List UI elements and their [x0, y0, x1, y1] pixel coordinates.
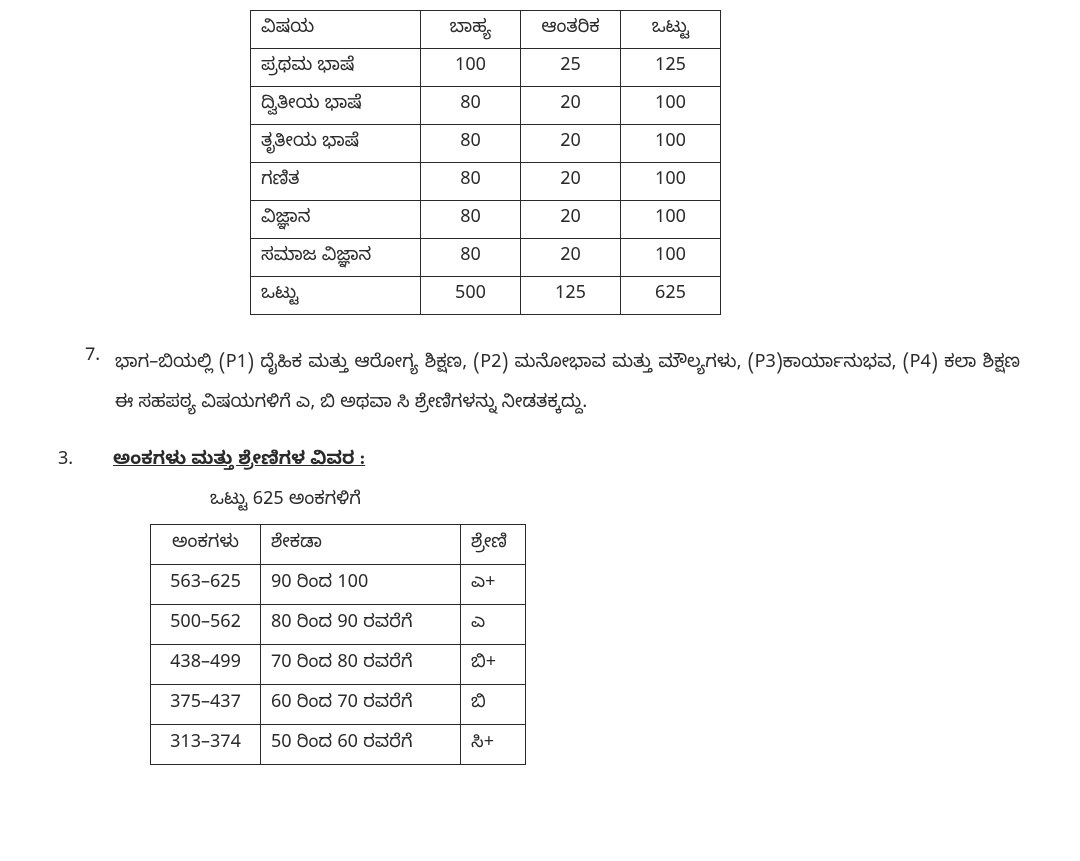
header-marks: ಅಂಕಗಳು — [151, 525, 261, 565]
header-total: ಒಟ್ಟು — [621, 11, 721, 49]
paragraph-text: ಭಾಗ–ಬಿಯಲ್ಲಿ (P1) ದೈಹಿಕ ಮತ್ತು ಆರೋಗ್ಯ ಶಿಕ್… — [115, 345, 1040, 424]
cell-total: 100 — [621, 163, 721, 201]
cell-internal: 20 — [521, 239, 621, 277]
table-row: ಪ್ರಥಮ ಭಾಷೆ10025125 — [251, 49, 721, 87]
cell-total: 100 — [621, 87, 721, 125]
grade-heading: ಒಟ್ಟು 625 ಅಂಕಗಳಿಗೆ — [210, 489, 1040, 514]
table-header-row: ವಿಷಯ ಬಾಹ್ಯ ಆಂತರಿಕ ಒಟ್ಟು — [251, 11, 721, 49]
table-row: ವಿಜ್ಞಾನ8020100 — [251, 201, 721, 239]
cell-external: 500 — [421, 277, 521, 315]
cell-grade: ಸಿ+ — [461, 725, 526, 765]
cell-marks: 563–625 — [151, 565, 261, 605]
cell-grade: ಎ — [461, 605, 526, 645]
cell-percentage: 80 ರಿಂದ 90 ರವರೆಗೆ — [261, 605, 461, 645]
cell-internal: 20 — [521, 201, 621, 239]
cell-internal: 20 — [521, 163, 621, 201]
table-row: 375–43760 ರಿಂದ 70 ರವರೆಗೆಬಿ — [151, 685, 526, 725]
table-row: 438–49970 ರಿಂದ 80 ರವರೆಗೆಬಿ+ — [151, 645, 526, 685]
table-row: ದ್ವಿತೀಯ ಭಾಷೆ8020100 — [251, 87, 721, 125]
grade-table-body: 563–62590 ರಿಂದ 100ಎ+500–56280 ರಿಂದ 90 ರವ… — [151, 565, 526, 765]
cell-percentage: 60 ರಿಂದ 70 ರವರೆಗೆ — [261, 685, 461, 725]
cell-grade: ಎ+ — [461, 565, 526, 605]
cell-marks: 438–499 — [151, 645, 261, 685]
cell-percentage: 50 ರಿಂದ 60 ರವರೆಗೆ — [261, 725, 461, 765]
table-row: ತೃತೀಯ ಭಾಷೆ8020100 — [251, 125, 721, 163]
cell-subject: ತೃತೀಯ ಭಾಷೆ — [251, 125, 421, 163]
section-title: ಅಂಕಗಳು ಮತ್ತು ಶ್ರೇಣಿಗಳ ವಿವರ : — [113, 449, 365, 474]
cell-external: 80 — [421, 239, 521, 277]
header-percentage: ಶೇಕಡಾ — [261, 525, 461, 565]
section-3: 3. ಅಂಕಗಳು ಮತ್ತು ಶ್ರೇಣಿಗಳ ವಿವರ : — [40, 449, 1040, 474]
cell-total: 100 — [621, 201, 721, 239]
cell-subject: ಒಟ್ಟು — [251, 277, 421, 315]
cell-subject: ಗಣಿತ — [251, 163, 421, 201]
cell-percentage: 70 ರಿಂದ 80 ರವರೆಗೆ — [261, 645, 461, 685]
cell-external: 80 — [421, 163, 521, 201]
cell-external: 80 — [421, 125, 521, 163]
cell-total: 100 — [621, 125, 721, 163]
paragraph-7: 7. ಭಾಗ–ಬಿಯಲ್ಲಿ (P1) ದೈಹಿಕ ಮತ್ತು ಆರೋಗ್ಯ ಶ… — [40, 345, 1040, 424]
cell-subject: ಪ್ರಥಮ ಭಾಷೆ — [251, 49, 421, 87]
cell-internal: 20 — [521, 125, 621, 163]
table-row: 500–56280 ರಿಂದ 90 ರವರೆಗೆಎ — [151, 605, 526, 645]
cell-marks: 313–374 — [151, 725, 261, 765]
cell-internal: 25 — [521, 49, 621, 87]
cell-external: 100 — [421, 49, 521, 87]
grade-classification-table: ಅಂಕಗಳು ಶೇಕಡಾ ಶ್ರೇಣಿ 563–62590 ರಿಂದ 100ಎ+… — [150, 524, 526, 765]
cell-internal: 125 — [521, 277, 621, 315]
cell-total: 100 — [621, 239, 721, 277]
header-grade: ಶ್ರೇಣಿ — [461, 525, 526, 565]
cell-percentage: 90 ರಿಂದ 100 — [261, 565, 461, 605]
cell-internal: 20 — [521, 87, 621, 125]
table-row: 563–62590 ರಿಂದ 100ಎ+ — [151, 565, 526, 605]
header-subject: ವಿಷಯ — [251, 11, 421, 49]
paragraph-number: 7. — [85, 345, 115, 424]
cell-total: 125 — [621, 49, 721, 87]
cell-subject: ದ್ವಿತೀಯ ಭಾಷೆ — [251, 87, 421, 125]
cell-subject: ಸಮಾಜ ವಿಜ್ಞಾನ — [251, 239, 421, 277]
table-row: ಗಣಿತ8020100 — [251, 163, 721, 201]
table-row: 313–37450 ರಿಂದ 60 ರವರೆಗೆಸಿ+ — [151, 725, 526, 765]
cell-subject: ವಿಜ್ಞಾನ — [251, 201, 421, 239]
table-row: ಒಟ್ಟು500125625 — [251, 277, 721, 315]
table-header-row: ಅಂಕಗಳು ಶೇಕಡಾ ಶ್ರೇಣಿ — [151, 525, 526, 565]
cell-external: 80 — [421, 201, 521, 239]
marks-distribution-table: ವಿಷಯ ಬಾಹ್ಯ ಆಂತರಿಕ ಒಟ್ಟು ಪ್ರಥಮ ಭಾಷೆ100251… — [250, 10, 721, 315]
cell-grade: ಬಿ+ — [461, 645, 526, 685]
cell-marks: 500–562 — [151, 605, 261, 645]
cell-total: 625 — [621, 277, 721, 315]
header-external: ಬಾಹ್ಯ — [421, 11, 521, 49]
cell-marks: 375–437 — [151, 685, 261, 725]
marks-table-body: ಪ್ರಥಮ ಭಾಷೆ10025125ದ್ವಿತೀಯ ಭಾಷೆ8020100ತೃತ… — [251, 49, 721, 315]
table-row: ಸಮಾಜ ವಿಜ್ಞಾನ8020100 — [251, 239, 721, 277]
header-internal: ಆಂತರಿಕ — [521, 11, 621, 49]
cell-grade: ಬಿ — [461, 685, 526, 725]
section-number: 3. — [58, 449, 113, 474]
cell-external: 80 — [421, 87, 521, 125]
